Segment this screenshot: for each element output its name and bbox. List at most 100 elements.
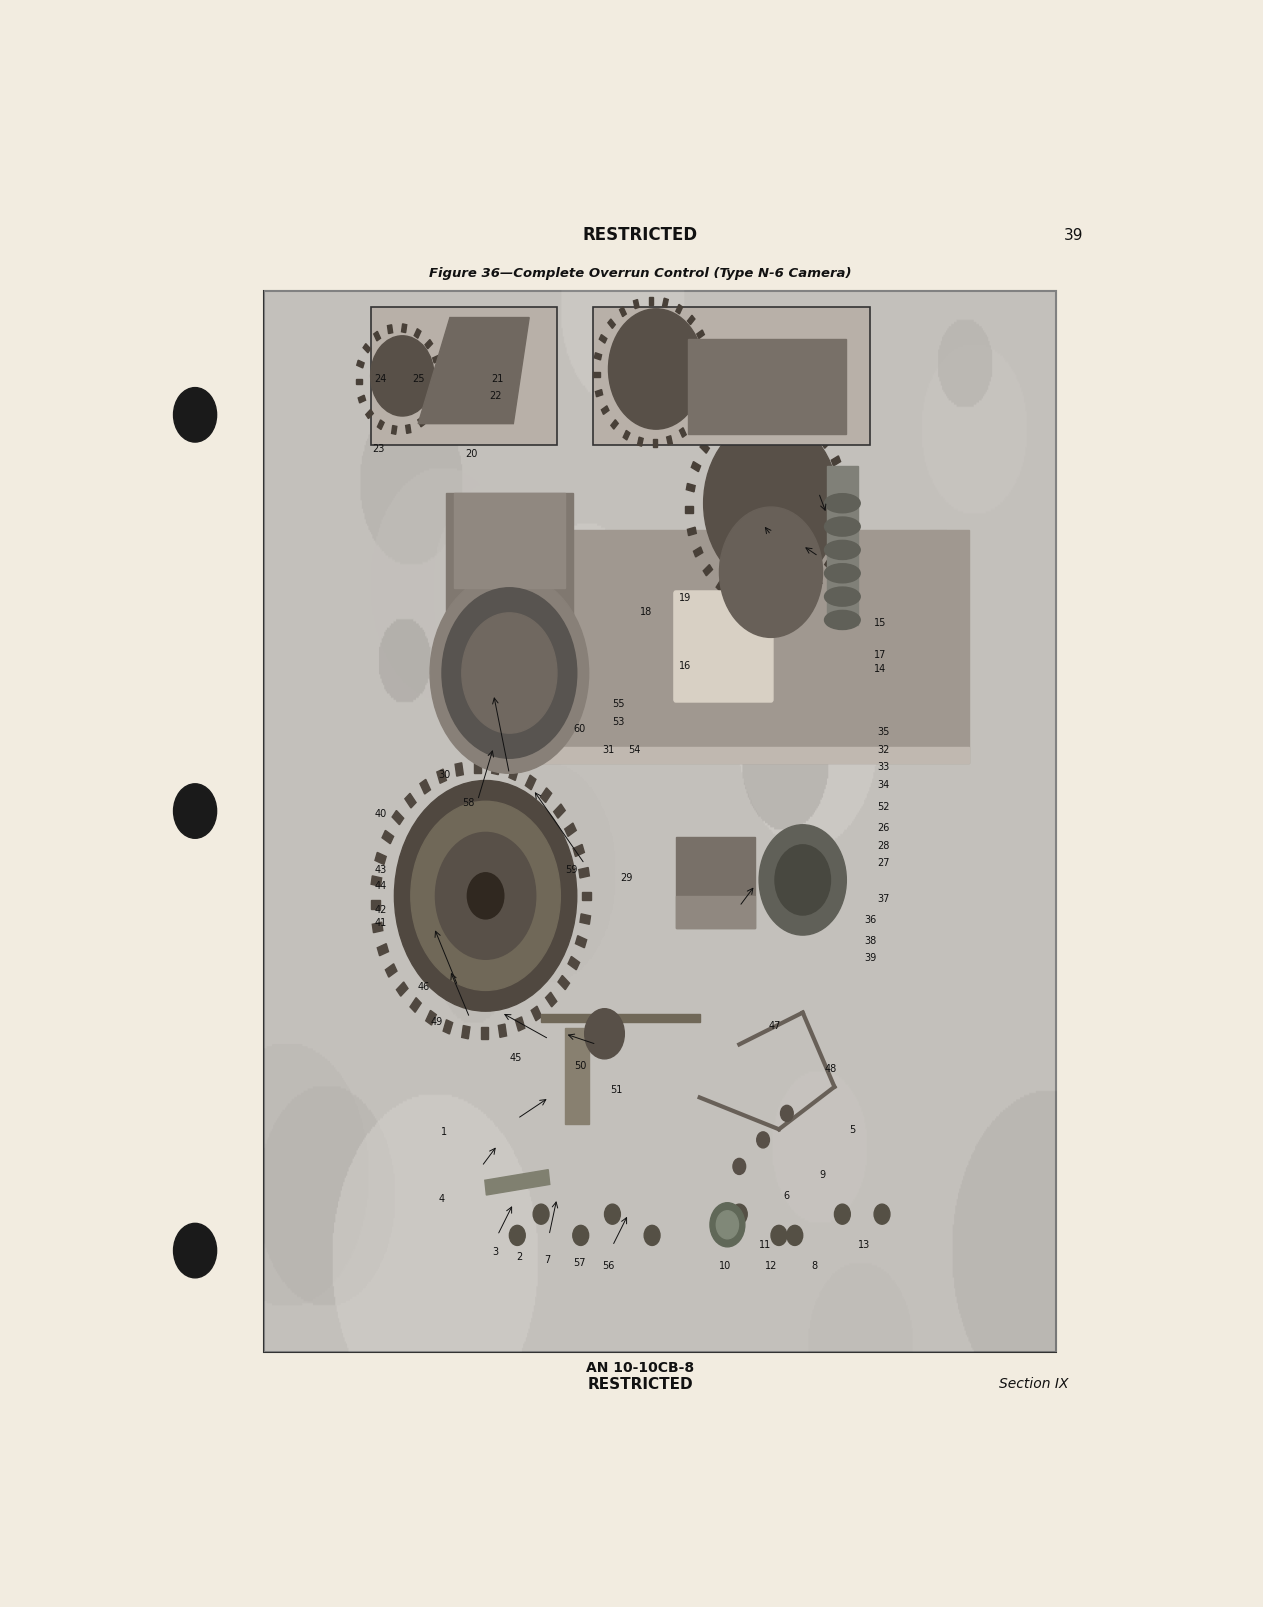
Text: 49: 49	[431, 1016, 442, 1027]
Bar	[712, 426, 721, 439]
Text: 30: 30	[438, 770, 451, 779]
Bar	[426, 341, 432, 350]
Bar	[565, 823, 576, 837]
Circle shape	[173, 784, 217, 839]
Bar	[578, 868, 590, 879]
Text: 3: 3	[493, 1247, 498, 1257]
Circle shape	[703, 419, 839, 590]
Bar	[826, 466, 859, 625]
Text: 17: 17	[874, 649, 887, 659]
Bar	[821, 437, 831, 448]
Ellipse shape	[825, 517, 860, 537]
Text: 57: 57	[573, 1257, 585, 1268]
Bar	[676, 837, 755, 929]
Circle shape	[609, 310, 703, 431]
Bar	[410, 998, 422, 1012]
Bar	[392, 426, 397, 435]
Circle shape	[759, 826, 846, 935]
Circle shape	[710, 1204, 745, 1247]
Bar	[700, 444, 710, 453]
Bar	[580, 914, 591, 924]
Text: 14: 14	[874, 664, 887, 673]
Bar	[481, 1028, 488, 1040]
Text: 35: 35	[878, 726, 889, 738]
Bar	[611, 421, 619, 429]
Bar	[499, 1024, 506, 1038]
Bar	[594, 373, 600, 378]
Text: 39: 39	[1063, 228, 1082, 243]
Bar	[370, 307, 557, 445]
Text: AN 10-10CB-8: AN 10-10CB-8	[586, 1360, 695, 1374]
Bar	[744, 407, 750, 418]
Text: 16: 16	[679, 660, 692, 670]
Circle shape	[835, 1204, 850, 1225]
Bar	[749, 598, 755, 609]
Bar	[392, 812, 404, 826]
Circle shape	[781, 1106, 793, 1122]
Bar	[443, 1020, 452, 1035]
Bar	[525, 530, 969, 763]
Text: 32: 32	[878, 746, 889, 755]
Text: RESTRICTED: RESTRICTED	[582, 227, 698, 244]
Text: RESTRICTED: RESTRICTED	[587, 1376, 693, 1390]
Bar	[731, 591, 740, 603]
Bar	[687, 527, 696, 537]
Text: Figure 36—Complete Overrun Control (Type N-6 Camera): Figure 36—Complete Overrun Control (Type…	[429, 267, 851, 280]
Bar	[366, 410, 374, 419]
Bar	[374, 333, 380, 342]
Bar	[778, 405, 786, 416]
Text: 2: 2	[515, 1250, 522, 1261]
Bar	[810, 423, 818, 434]
Circle shape	[644, 1226, 661, 1245]
Bar	[813, 575, 822, 588]
Circle shape	[733, 1159, 745, 1175]
Text: 15: 15	[874, 617, 887, 628]
Bar	[693, 548, 702, 558]
Text: 40: 40	[375, 808, 386, 818]
Text: 22: 22	[489, 391, 501, 400]
Bar	[414, 329, 421, 339]
Circle shape	[787, 1226, 803, 1245]
Text: 34: 34	[878, 779, 889, 791]
Text: 39: 39	[864, 953, 877, 963]
Bar	[706, 368, 712, 373]
Bar	[419, 779, 431, 794]
Bar	[525, 530, 532, 763]
Bar	[799, 588, 807, 599]
Bar	[474, 762, 481, 773]
Bar	[595, 354, 601, 360]
Bar	[676, 897, 755, 929]
Bar	[405, 426, 410, 434]
Bar	[595, 391, 602, 397]
Circle shape	[509, 1226, 525, 1245]
Bar	[653, 440, 657, 448]
Bar	[515, 1017, 525, 1032]
Text: Section IX: Section IX	[999, 1376, 1068, 1390]
Text: 42: 42	[375, 905, 388, 914]
Text: 13: 13	[859, 1239, 870, 1249]
Bar	[620, 309, 626, 318]
Bar	[703, 566, 712, 577]
Text: 60: 60	[573, 723, 585, 734]
Bar	[546, 993, 557, 1008]
Bar	[686, 484, 695, 493]
Bar	[608, 320, 615, 329]
Bar	[716, 580, 725, 591]
Ellipse shape	[825, 588, 860, 607]
Circle shape	[462, 614, 557, 734]
FancyArrow shape	[485, 1170, 549, 1196]
Bar	[381, 831, 394, 844]
Bar	[834, 542, 842, 551]
Circle shape	[585, 1009, 624, 1059]
Circle shape	[720, 508, 822, 638]
Bar	[783, 596, 791, 607]
Bar	[794, 411, 802, 423]
Bar	[371, 876, 381, 887]
Bar	[599, 336, 608, 344]
Text: 25: 25	[412, 374, 424, 384]
Text: 38: 38	[864, 935, 877, 947]
Bar	[509, 767, 519, 781]
Bar	[437, 374, 443, 379]
Text: 27: 27	[878, 858, 890, 868]
Text: 37: 37	[878, 893, 889, 903]
